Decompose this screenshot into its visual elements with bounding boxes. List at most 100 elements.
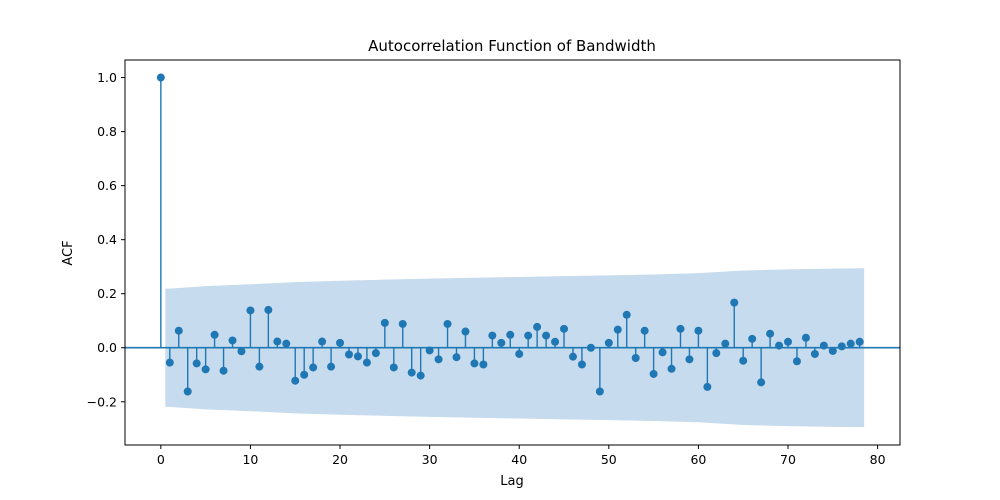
stem-marker-lag-0 <box>156 73 165 82</box>
stem-marker-lag-63 <box>721 339 730 348</box>
x-tick-label: 20 <box>332 452 348 467</box>
stem-marker-lag-48 <box>586 343 595 352</box>
stem-marker-lag-38 <box>497 338 506 347</box>
stem-marker-lag-37 <box>488 331 497 340</box>
x-axis-label: Lag <box>500 474 523 489</box>
stem-marker-lag-24 <box>371 349 380 358</box>
stem-marker-lag-34 <box>461 327 470 336</box>
y-tick-label: 1.0 <box>97 70 117 85</box>
x-tick-label: 40 <box>511 452 527 467</box>
stem-marker-lag-61 <box>703 382 712 391</box>
stem-marker-lag-43 <box>542 331 551 340</box>
stem-marker-lag-45 <box>560 324 569 333</box>
stem-marker-lag-51 <box>613 325 622 334</box>
stem-marker-lag-30 <box>425 346 434 355</box>
stem-marker-lag-67 <box>757 378 766 387</box>
stem-marker-lag-11 <box>255 362 264 371</box>
y-tick-label: 0.0 <box>97 340 117 355</box>
stem-marker-lag-27 <box>398 319 407 328</box>
y-tick-label: 0.2 <box>97 286 117 301</box>
stem-marker-lag-10 <box>246 306 255 315</box>
y-axis-label: ACF <box>61 240 76 265</box>
stem-marker-lag-33 <box>452 353 461 362</box>
stem-marker-lag-20 <box>336 338 345 347</box>
stem-marker-lag-42 <box>533 322 542 331</box>
stem-marker-lag-49 <box>595 387 604 396</box>
stem-marker-lag-54 <box>640 326 649 335</box>
x-tick-label: 10 <box>242 452 258 467</box>
stem-marker-lag-72 <box>801 333 810 342</box>
x-tick-label: 30 <box>422 452 438 467</box>
plot-area: 0 10 20 30 40 50 60 70 80 −0.2 0.0 0.2 0.4 0.6 0.8 1.0 <box>87 59 901 467</box>
stem-marker-lag-55 <box>649 369 658 378</box>
stem-marker-lag-36 <box>479 360 488 369</box>
y-tick-label: 0.4 <box>97 232 117 247</box>
stem-marker-lag-64 <box>730 298 739 307</box>
stem-marker-lag-25 <box>380 318 389 327</box>
stem-marker-lag-14 <box>282 339 291 348</box>
x-tick-label: 0 <box>157 452 165 467</box>
stem-marker-lag-68 <box>766 329 775 338</box>
stem-marker-lag-59 <box>685 355 694 364</box>
stem-marker-lag-78 <box>855 337 864 346</box>
stem-marker-lag-29 <box>416 371 425 380</box>
stem-marker-lag-41 <box>524 331 533 340</box>
stem-marker-lag-65 <box>739 356 748 365</box>
stem-marker-lag-12 <box>264 305 273 314</box>
y-tick-label: −0.2 <box>87 394 117 409</box>
stem-marker-lag-66 <box>748 334 757 343</box>
stem-marker-lag-26 <box>389 363 398 372</box>
stem-marker-lag-69 <box>775 341 784 350</box>
stem-marker-lag-74 <box>819 341 828 350</box>
stem-marker-lag-56 <box>658 348 667 357</box>
stem-marker-lag-7 <box>219 366 228 375</box>
stem-marker-lag-53 <box>631 354 640 363</box>
stem-marker-lag-2 <box>174 326 183 335</box>
stem-marker-lag-15 <box>291 376 300 385</box>
x-tick-label: 70 <box>780 452 796 467</box>
stem-marker-lag-4 <box>192 359 201 368</box>
stem-marker-lag-3 <box>183 387 192 396</box>
stem-marker-lag-23 <box>362 358 371 367</box>
y-tick-label: 0.8 <box>97 124 117 139</box>
stem-marker-lag-44 <box>551 337 560 346</box>
stem-marker-lag-50 <box>604 338 613 347</box>
stem-marker-lag-52 <box>622 310 631 319</box>
stem-marker-lag-28 <box>407 368 416 377</box>
stem-marker-lag-46 <box>568 352 577 361</box>
y-tick-label: 0.6 <box>97 178 117 193</box>
stem-marker-lag-9 <box>237 347 246 356</box>
stem-marker-lag-70 <box>784 337 793 346</box>
stem-marker-lag-31 <box>434 355 443 364</box>
stem-marker-lag-77 <box>846 339 855 348</box>
stem-marker-lag-76 <box>837 342 846 351</box>
x-tick-label: 50 <box>601 452 617 467</box>
stem-marker-lag-40 <box>515 349 524 358</box>
stem-marker-lag-71 <box>792 357 801 366</box>
chart-title: Autocorrelation Function of Bandwidth <box>368 37 656 55</box>
stem-marker-lag-32 <box>443 319 452 328</box>
stem-marker-lag-60 <box>694 326 703 335</box>
stem-marker-lag-35 <box>470 359 479 368</box>
stem-marker-lag-75 <box>828 346 837 355</box>
axes-frame <box>124 59 901 446</box>
stem-marker-lag-22 <box>353 352 362 361</box>
stem-marker-lag-6 <box>210 330 219 339</box>
stem-marker-lag-39 <box>506 330 515 339</box>
stem-marker-lag-5 <box>201 365 210 374</box>
stem-marker-lag-13 <box>273 337 282 346</box>
x-tick-label: 80 <box>870 452 886 467</box>
x-tick-label: 60 <box>690 452 706 467</box>
stem-marker-lag-17 <box>309 363 318 372</box>
stem-marker-lag-18 <box>318 337 327 346</box>
stem-marker-lag-8 <box>228 336 237 345</box>
stem-marker-lag-62 <box>712 349 721 358</box>
stem-marker-lag-73 <box>810 349 819 358</box>
stem-marker-lag-58 <box>676 324 685 333</box>
stem-marker-lag-1 <box>165 358 174 367</box>
stem-marker-lag-47 <box>577 360 586 369</box>
stem-marker-lag-57 <box>667 364 676 373</box>
stem-marker-lag-16 <box>300 370 309 379</box>
